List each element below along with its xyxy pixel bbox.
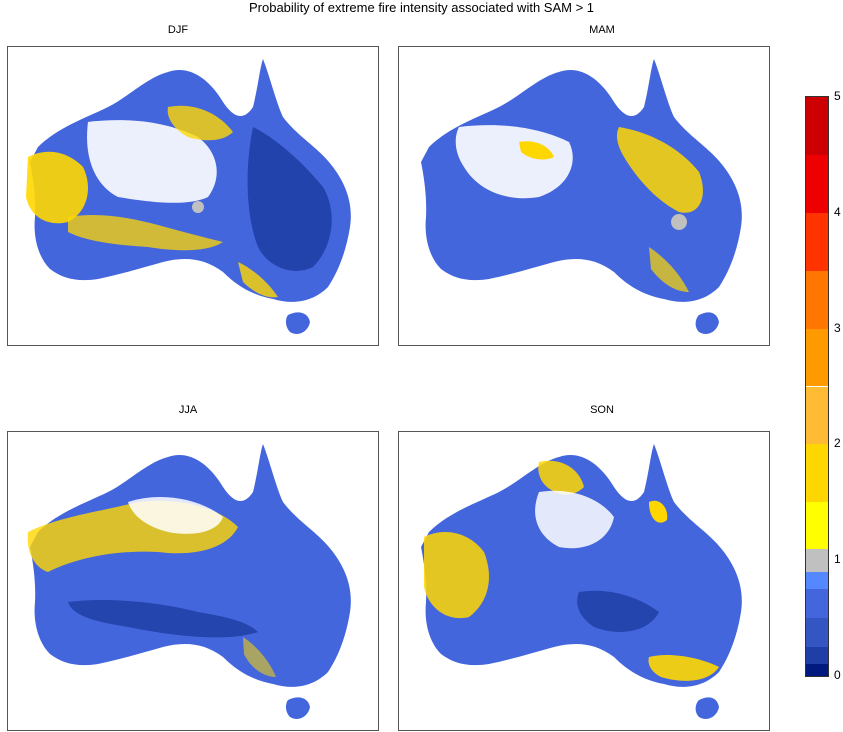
tasmania: [285, 697, 310, 719]
yellow-east: [616, 127, 703, 213]
deep-blue-southeast: [577, 590, 659, 632]
colorbar-bin: [806, 386, 828, 445]
colorbar-bin: [806, 502, 828, 549]
colorbar-bin: [806, 444, 828, 503]
deep-blue-east: [247, 127, 332, 271]
colorbar-bin: [806, 571, 828, 590]
gray-patch: [671, 214, 687, 230]
yellow-southeast: [648, 655, 719, 681]
panel-title-son: SON: [590, 404, 614, 416]
colorbar-bin: [806, 212, 828, 271]
deep-blue-south: [68, 600, 258, 638]
yellow-west: [424, 532, 489, 619]
yellow-southeast: [649, 247, 689, 292]
map-panel-djf: [7, 46, 379, 346]
colorbar-bin: [806, 328, 828, 387]
australia-landmass: [30, 444, 351, 687]
colorbar-tick-label: 2: [834, 436, 841, 451]
colorbar-bin: [806, 97, 828, 155]
yellow-north: [167, 105, 233, 141]
yellow-southeast: [243, 637, 276, 677]
panel-title-jja: JJA: [178, 404, 198, 416]
no-data-center: [455, 125, 573, 199]
yellow-east-spot: [649, 500, 668, 523]
colorbar-bin: [806, 548, 828, 572]
no-data-center: [87, 120, 217, 203]
yellow-south: [68, 214, 223, 251]
gray-patch: [192, 201, 204, 213]
tasmania: [695, 697, 719, 719]
map-panel-jja: [7, 431, 379, 731]
tasmania: [695, 312, 719, 334]
colorbar-bin: [806, 154, 828, 213]
figure-title: Probability of extreme fire intensity as…: [248, 0, 594, 15]
australia-map-son: [421, 444, 742, 719]
colorbar-tick-label: 3: [834, 320, 841, 335]
australia-map-mam: [421, 59, 742, 334]
australia-landmass: [421, 59, 742, 302]
panel-title-mam: MAM: [589, 24, 615, 36]
no-data-center: [535, 490, 614, 549]
yellow-southeast: [238, 262, 278, 298]
yellow-north: [538, 460, 584, 495]
australia-map-jja: [27, 444, 351, 719]
no-data-center: [128, 497, 223, 534]
colorbar-tick-label: 4: [834, 204, 841, 219]
colorbar: [805, 96, 829, 677]
map-panel-mam: [398, 46, 770, 346]
australia-map-djf: [26, 59, 351, 334]
yellow-west: [26, 151, 88, 224]
colorbar-bin: [806, 270, 828, 329]
colorbar-bin: [806, 647, 828, 665]
yellow-northwest: [519, 141, 554, 160]
colorbar-bin: [806, 618, 828, 648]
colorbar-tick-label: 0: [834, 668, 841, 682]
tasmania: [285, 312, 310, 334]
map-panel-son: [398, 431, 770, 731]
colorbar-bin: [806, 589, 828, 619]
colorbar-tick-label: 1: [834, 552, 841, 567]
panel-title-djf: DJF: [167, 24, 189, 36]
colorbar-bin: [806, 664, 828, 676]
colorbar-tick-label: 5: [834, 89, 841, 103]
